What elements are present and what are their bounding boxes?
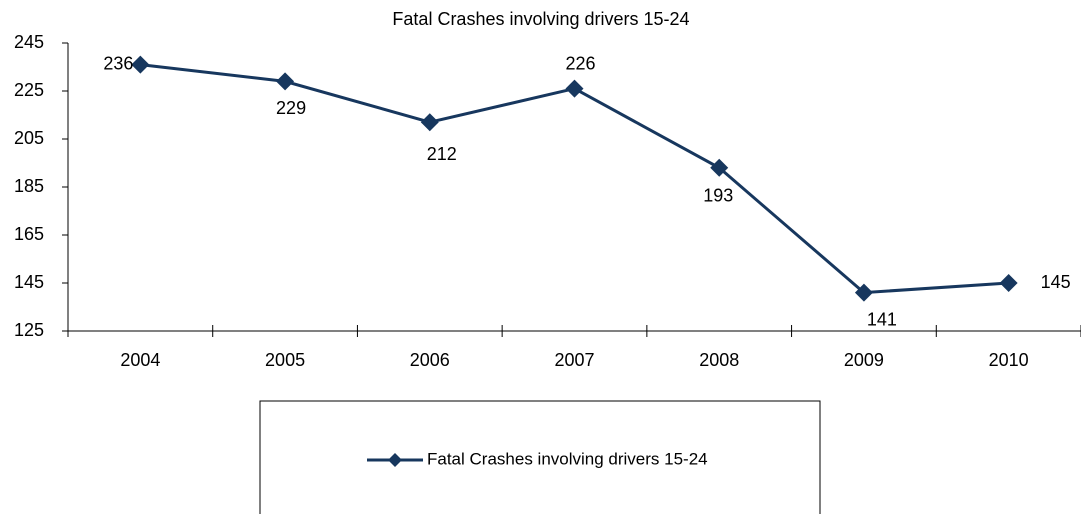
x-tick-label: 2010 (989, 350, 1029, 370)
x-tick-label: 2009 (844, 350, 884, 370)
data-label: 193 (703, 186, 733, 206)
x-tick-label: 2005 (265, 350, 305, 370)
y-tick-label: 125 (14, 320, 44, 340)
y-tick-label: 165 (14, 224, 44, 244)
data-label: 229 (276, 98, 306, 118)
chart-title: Fatal Crashes involving drivers 15-24 (392, 9, 689, 29)
y-tick-label: 245 (14, 32, 44, 52)
data-label: 145 (1041, 272, 1071, 292)
data-label: 236 (103, 53, 133, 73)
point-marker (999, 274, 1018, 292)
x-tick-label: 2004 (120, 350, 160, 370)
y-tick-label: 205 (14, 128, 44, 148)
x-tick-label: 2008 (699, 350, 739, 370)
legend-box (259, 400, 821, 514)
legend-marker (388, 453, 402, 467)
data-label: 141 (867, 309, 897, 329)
point-marker (276, 72, 295, 91)
legend-label: Fatal Crashes involving drivers 15-24 (427, 449, 708, 468)
y-tick-label: 145 (14, 272, 44, 292)
y-tick-label: 185 (14, 176, 44, 196)
series-line (140, 63, 1009, 295)
y-tick-label: 225 (14, 80, 44, 100)
point-marker (710, 158, 729, 177)
point-marker (854, 283, 873, 302)
point-marker (420, 113, 439, 132)
x-tick-label: 2007 (554, 350, 594, 370)
x-tick-label: 2006 (410, 350, 450, 370)
point-marker (565, 79, 584, 98)
point-marker (131, 55, 150, 74)
data-label: 212 (427, 144, 457, 164)
data-label: 226 (565, 53, 595, 73)
